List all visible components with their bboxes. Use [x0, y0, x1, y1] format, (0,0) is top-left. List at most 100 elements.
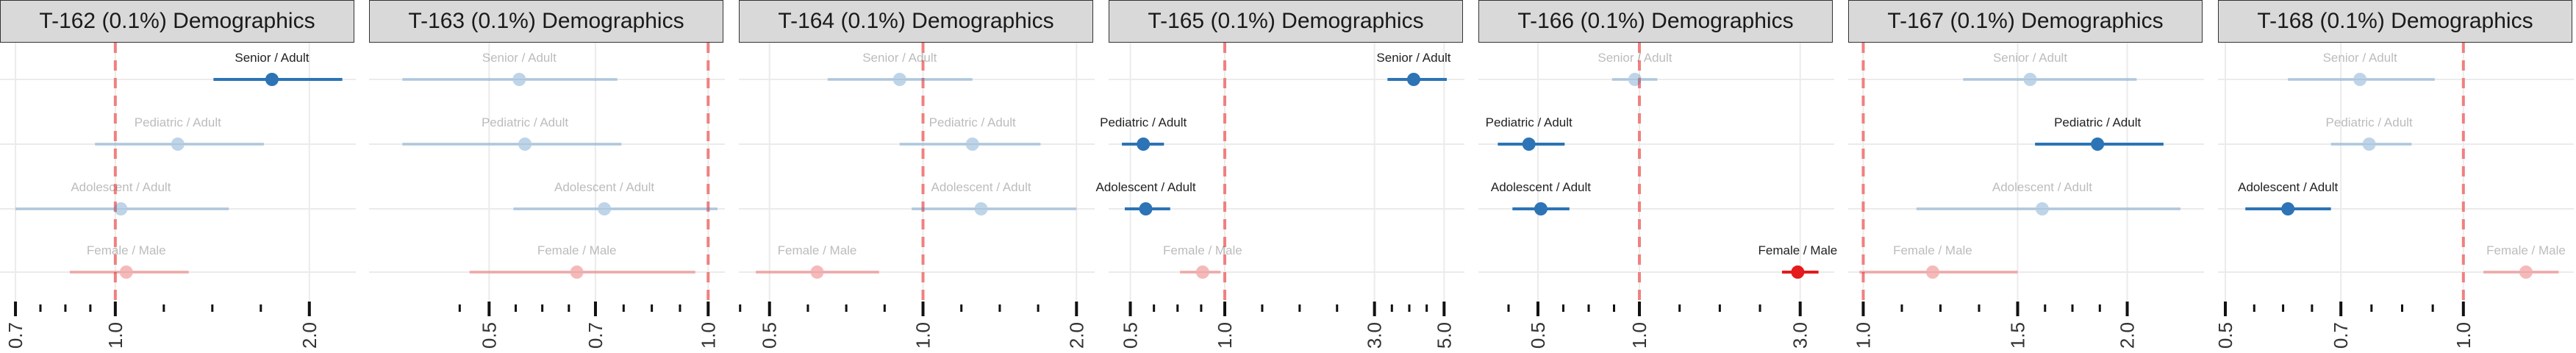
estimate-row: Adolescent / Adult — [2238, 180, 2338, 215]
tick-label: 0.7 — [4, 322, 26, 349]
forest-plot: Senior / Adult Pediatric / Adult Adolescen… — [2214, 43, 2574, 349]
forest-plot: Senior / Adult Pediatric / Adult Adolescen… — [1095, 43, 1464, 349]
row-label: Senior / Adult — [235, 51, 309, 65]
facet-title: T-162 (0.1%) Demographics — [0, 0, 354, 43]
tick-label: 1.0 — [1214, 322, 1236, 349]
facet-title: T-163 (0.1%) Demographics — [369, 0, 723, 43]
estimate-row: Pediatric / Adult — [2035, 115, 2164, 151]
row-label: Adolescent / Adult — [554, 180, 654, 194]
estimate-point — [2035, 202, 2049, 215]
estimate-row: Female / Male — [469, 243, 695, 279]
estimate-row: Senior / Adult — [1376, 51, 1451, 86]
tick-label: 0.5 — [478, 322, 500, 349]
forest-plot: Senior / Adult Pediatric / Adult Adolescen… — [739, 43, 1095, 349]
panel-background — [1109, 43, 1464, 310]
facet-panel: T-164 (0.1%) Demographics Senior / Adult P… — [739, 0, 1095, 353]
estimate-row: Adolescent / Adult — [1095, 180, 1196, 215]
estimate-point — [1522, 138, 1536, 151]
tick-label: 3.0 — [1364, 322, 1386, 349]
tick-label: 1.0 — [2452, 322, 2475, 349]
estimate-point — [2519, 265, 2533, 279]
estimate-point — [518, 138, 532, 151]
estimate-point — [2091, 138, 2105, 151]
estimate-row: Adolescent / Adult — [15, 180, 229, 215]
row-label: Pediatric / Adult — [2054, 115, 2141, 129]
facet-title: T-167 (0.1%) Demographics — [1848, 0, 2203, 43]
estimate-point — [171, 138, 185, 151]
row-label: Senior / Adult — [482, 51, 557, 65]
forest-plot: Senior / Adult Pediatric / Adult Adolescen… — [1848, 43, 2204, 349]
row-label: Adolescent / Adult — [71, 180, 171, 194]
facet-panel: T-168 (0.1%) Demographics Senior / Adult P… — [2214, 0, 2574, 353]
estimate-row: Pediatric / Adult — [402, 115, 622, 151]
forest-plot: Senior / Adult Pediatric / Adult Adolescen… — [0, 43, 356, 349]
estimate-row: Pediatric / Adult — [1100, 115, 1187, 151]
estimate-row: Senior / Adult — [827, 51, 973, 86]
row-label: Female / Male — [1759, 243, 1838, 257]
estimate-point — [114, 202, 128, 215]
row-label: Pediatric / Adult — [135, 115, 221, 129]
estimate-row: Adolescent / Adult — [1916, 180, 2180, 215]
estimate-point — [1628, 73, 1642, 86]
facet-panel: T-165 (0.1%) Demographics Senior / Adult P… — [1095, 0, 1464, 353]
estimate-point — [810, 265, 824, 279]
row-label: Female / Male — [87, 243, 166, 257]
row-label: Female / Male — [2486, 243, 2566, 257]
estimate-point — [974, 202, 988, 215]
estimate-row: Adolescent / Adult — [513, 180, 718, 215]
row-label: Senior / Adult — [1598, 51, 1672, 65]
estimate-point — [1137, 138, 1151, 151]
estimate-point — [1791, 265, 1805, 279]
estimate-row: Senior / Adult — [1963, 51, 2137, 86]
tick-label: 1.0 — [912, 322, 934, 349]
panel-background — [2218, 43, 2574, 310]
estimate-point — [570, 265, 584, 279]
estimate-point — [1925, 265, 1939, 279]
row-label: Female / Male — [778, 243, 857, 257]
row-label: Senior / Adult — [862, 51, 937, 65]
estimate-row: Adolescent / Adult — [912, 180, 1077, 215]
row-label: Adolescent / Adult — [1491, 180, 1591, 194]
estimate-row: Female / Male — [1759, 243, 1838, 279]
tick-label: 0.7 — [584, 322, 607, 349]
estimate-point — [2281, 202, 2295, 215]
row-label: Female / Male — [1893, 243, 1972, 257]
panel-background — [1848, 43, 2204, 310]
forest-plot: Senior / Adult Pediatric / Adult Adolescen… — [369, 43, 725, 349]
estimate-point — [965, 138, 979, 151]
estimate-point — [119, 265, 133, 279]
estimate-row: Female / Male — [69, 243, 189, 279]
estimate-point — [1139, 202, 1153, 215]
estimate-point — [2362, 138, 2376, 151]
estimate-point — [512, 73, 526, 86]
estimate-point — [2023, 73, 2037, 86]
facet-panel: T-166 (0.1%) Demographics Senior / Adult P… — [1478, 0, 1837, 353]
row-label: Pediatric / Adult — [1486, 115, 1573, 129]
tick-label: 1.0 — [1628, 322, 1650, 349]
tick-label: 1.0 — [697, 322, 719, 349]
estimate-point — [598, 202, 612, 215]
tick-label: 1.5 — [2007, 322, 2029, 349]
row-label: Pediatric / Adult — [2326, 115, 2413, 129]
tick-label: 0.5 — [759, 322, 781, 349]
row-label: Adolescent / Adult — [931, 180, 1031, 194]
tick-label: 2.0 — [2117, 322, 2139, 349]
tick-label: 0.7 — [2330, 322, 2352, 349]
estimate-point — [2353, 73, 2367, 86]
facet-title: T-164 (0.1%) Demographics — [739, 0, 1093, 43]
estimate-row: Female / Male — [756, 243, 879, 279]
row-label: Pediatric / Adult — [929, 115, 1016, 129]
row-label: Female / Male — [1163, 243, 1242, 257]
estimate-row: Pediatric / Adult — [2326, 115, 2413, 151]
row-label: Pediatric / Adult — [1100, 115, 1187, 129]
panel-background — [1478, 43, 1834, 310]
estimate-row: Female / Male — [2483, 243, 2566, 279]
row-label: Pediatric / Adult — [482, 115, 568, 129]
estimate-row: Adolescent / Adult — [1491, 180, 1591, 215]
row-label: Senior / Adult — [1376, 51, 1450, 65]
tick-label: 2.0 — [1065, 322, 1087, 349]
estimate-row: Senior / Adult — [213, 51, 343, 86]
estimate-row: Female / Male — [1859, 243, 2018, 279]
estimate-row: Senior / Adult — [1598, 51, 1672, 86]
row-label: Adolescent / Adult — [1992, 180, 2092, 194]
